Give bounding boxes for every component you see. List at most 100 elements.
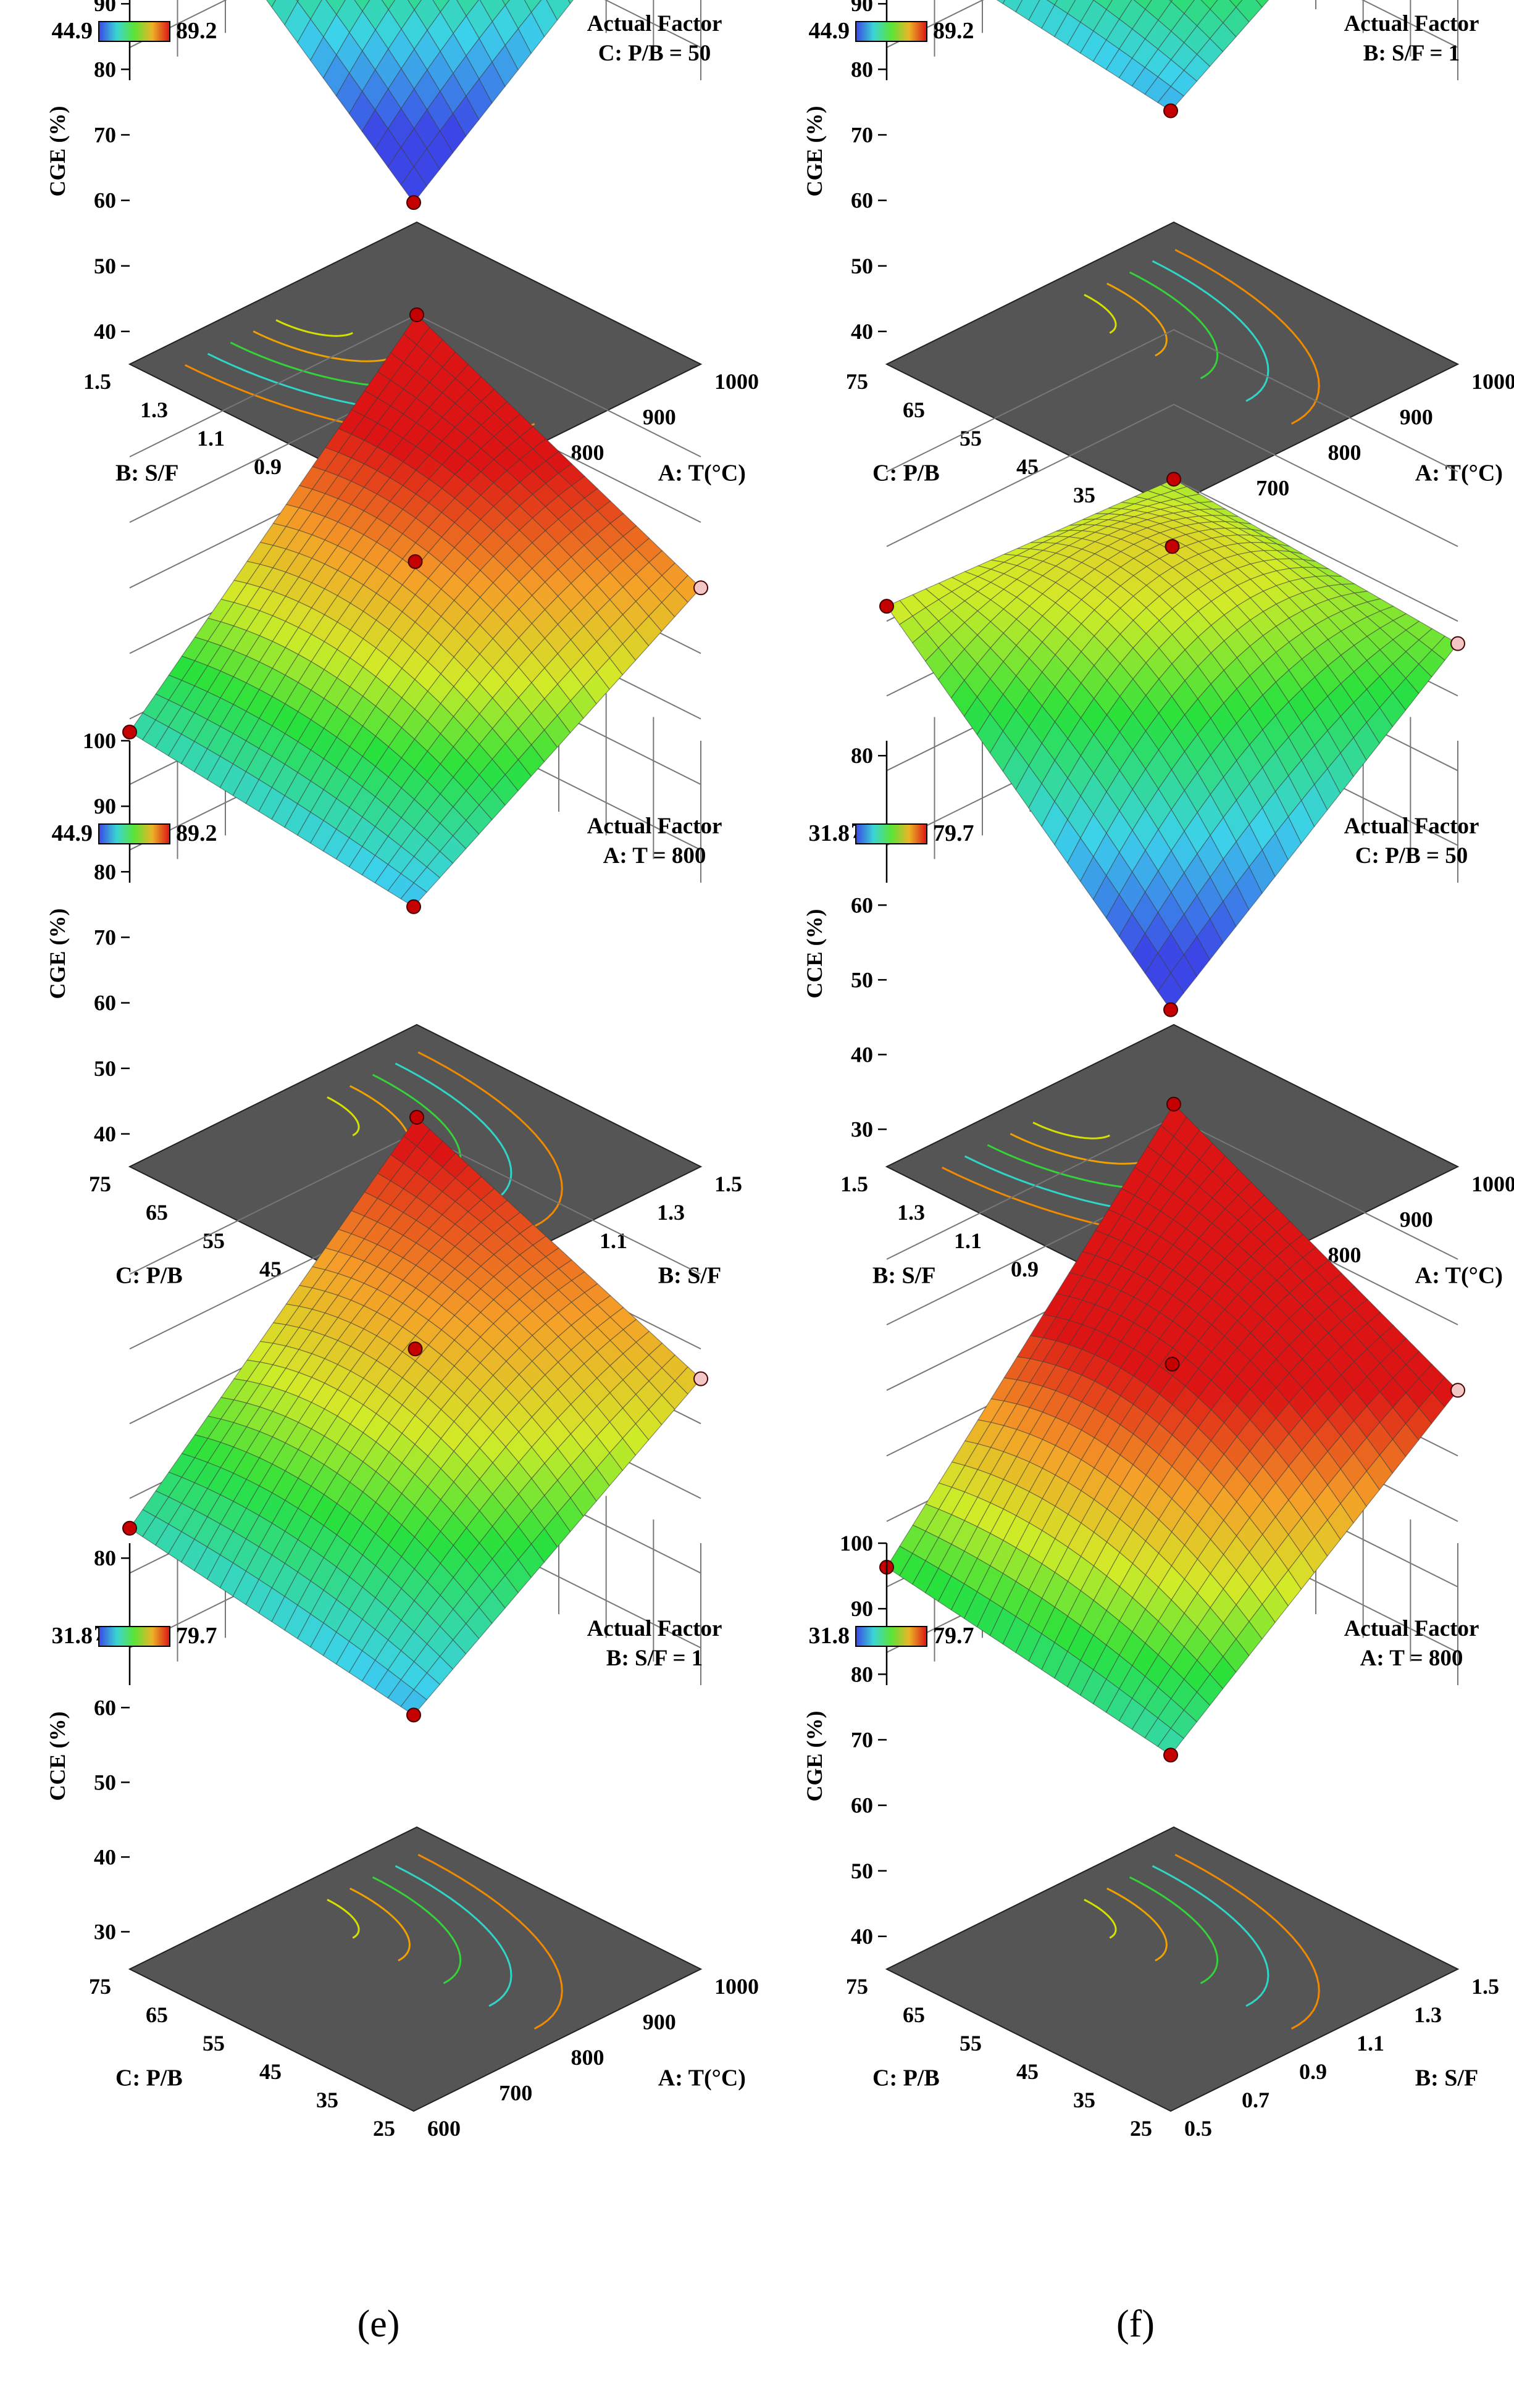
left-axis-label: C: P/B <box>872 460 940 486</box>
surface-cell <box>381 0 396 10</box>
actual-factor-value: B: S/F = 1 <box>1363 41 1460 66</box>
left-tick-label: 55 <box>203 2031 225 2056</box>
contour-line <box>372 1876 462 1985</box>
left-tick-label: 65 <box>903 398 925 422</box>
response-surface <box>886 1103 1458 1756</box>
contour-floor <box>885 221 1460 507</box>
right-axis-label: B: S/F <box>1415 2065 1478 2091</box>
surface-cell <box>1229 0 1243 8</box>
z-tick-label: 70 <box>94 925 116 949</box>
design-point <box>406 899 421 914</box>
z-tick-label: 100 <box>83 728 116 753</box>
actual-factor-value: A: T = 800 <box>603 843 706 869</box>
left-tick-label: 45 <box>259 1257 282 1281</box>
design-point <box>879 599 894 614</box>
legend-bar <box>855 1626 927 1647</box>
actual-factor-value: C: P/B = 50 <box>598 41 711 66</box>
actual-factor-value: B: S/F = 1 <box>606 1646 703 1671</box>
right-axis-label: A: T(°C) <box>1415 460 1503 486</box>
right-tick-label: 800 <box>1328 440 1361 465</box>
z-tick-label: 60 <box>94 188 116 213</box>
contour-line <box>1106 1887 1168 1962</box>
design-point <box>1163 1002 1178 1017</box>
left-tick-label: 75 <box>89 1172 111 1196</box>
z-tick-label: 90 <box>94 794 116 819</box>
legend-high-value: 79.7 <box>933 1623 974 1649</box>
z-tick-label: 50 <box>94 1056 116 1081</box>
legend-low-value: 44.9 <box>52 18 93 44</box>
actual-factor: Actual Factor B: S/F = 1 <box>1344 11 1479 66</box>
contour-line <box>1152 260 1269 402</box>
design-point <box>1165 539 1180 554</box>
z-tick-label: 80 <box>94 57 116 81</box>
z-tick-label: 60 <box>851 1793 873 1818</box>
left-tick-label: 55 <box>960 2031 982 2056</box>
design-point <box>693 1371 708 1386</box>
panel-f: 40 50 60 70 80 90 100 CGE (%) 0.5 0.7 0.9 1.1 1.3 1.5… <box>802 1096 1499 2345</box>
z-tick-label: 40 <box>94 1844 116 1869</box>
response-surface <box>996 0 1269 112</box>
left-tick-label: 1.5 <box>840 1172 868 1196</box>
right-tick-label: 800 <box>571 440 604 465</box>
left-tick-label: 1.1 <box>954 1228 982 1253</box>
z-tick-label: 40 <box>94 1122 116 1146</box>
right-tick-label: 1000 <box>714 1974 759 1999</box>
left-tick-label: 45 <box>1016 454 1039 479</box>
right-tick-label: 0.7 <box>1242 2088 1269 2112</box>
left-tick-label: 0.9 <box>254 454 282 479</box>
z-tick-label: 60 <box>851 188 873 213</box>
left-axis-label: B: S/F <box>872 1263 935 1289</box>
right-axis-label: A: T(°C) <box>658 2065 746 2091</box>
z-tick-label: 90 <box>94 0 116 16</box>
right-tick-label: 0.5 <box>1184 2116 1212 2141</box>
legend-bar <box>855 21 927 42</box>
actual-factor-title: Actual Factor <box>1344 814 1479 839</box>
z-axis-label: CGE (%) <box>45 106 70 197</box>
contour-line <box>275 319 353 337</box>
z-tick-label: 40 <box>851 319 873 344</box>
panel-caption: (f) <box>1116 2303 1155 2345</box>
actual-factor-title: Actual Factor <box>587 814 722 839</box>
color-legend: 31.8 79.7 <box>809 1623 974 1649</box>
right-tick-label: 800 <box>571 2045 604 2070</box>
z-tick-label: 50 <box>851 967 873 992</box>
z-tick-label: 60 <box>851 893 873 917</box>
z-tick-label: 50 <box>94 1770 116 1794</box>
left-axis-label: C: P/B <box>115 1263 183 1289</box>
right-axis-label: A: T(°C) <box>1415 1263 1503 1289</box>
z-tick-label: 80 <box>94 1546 116 1570</box>
contour-line <box>253 330 399 362</box>
legend-high-value: 79.7 <box>933 820 974 846</box>
design-point <box>406 195 421 210</box>
left-tick-label: 35 <box>316 2088 338 2112</box>
actual-factor-title: Actual Factor <box>1344 11 1479 36</box>
right-tick-label: 1000 <box>1471 369 1514 394</box>
right-tick-label: 900 <box>643 2010 676 2035</box>
actual-factor-title: Actual Factor <box>1344 1616 1479 1641</box>
left-tick-label: 75 <box>846 1974 868 1999</box>
legend-low-value: 31.8 <box>52 1623 93 1649</box>
design-point <box>408 1341 423 1357</box>
right-tick-label: 700 <box>1256 476 1289 501</box>
left-tick-label: 0.9 <box>1011 1257 1039 1281</box>
right-axis-label: B: S/F <box>658 1263 721 1289</box>
design-point <box>122 724 137 739</box>
left-tick-label: 65 <box>146 1200 168 1225</box>
left-tick-label: 45 <box>1016 2059 1039 2084</box>
right-tick-label: 1.3 <box>1414 2002 1442 2027</box>
design-point <box>1450 636 1465 651</box>
left-tick-label: 1.1 <box>197 426 225 451</box>
right-tick-label: 900 <box>1400 405 1433 430</box>
left-axis-label: B: S/F <box>115 460 178 486</box>
design-point <box>408 554 423 569</box>
panel-caption: (e) <box>358 2303 400 2345</box>
contour-line <box>395 1062 512 1205</box>
color-legend: 31.8 79.7 <box>809 820 974 846</box>
legend-bar <box>98 823 170 844</box>
design-point <box>409 307 424 322</box>
actual-factor-value: A: T = 800 <box>1360 1646 1463 1671</box>
design-point <box>122 1520 137 1536</box>
surface-cell <box>567 0 574 4</box>
contour-line <box>1174 249 1320 425</box>
